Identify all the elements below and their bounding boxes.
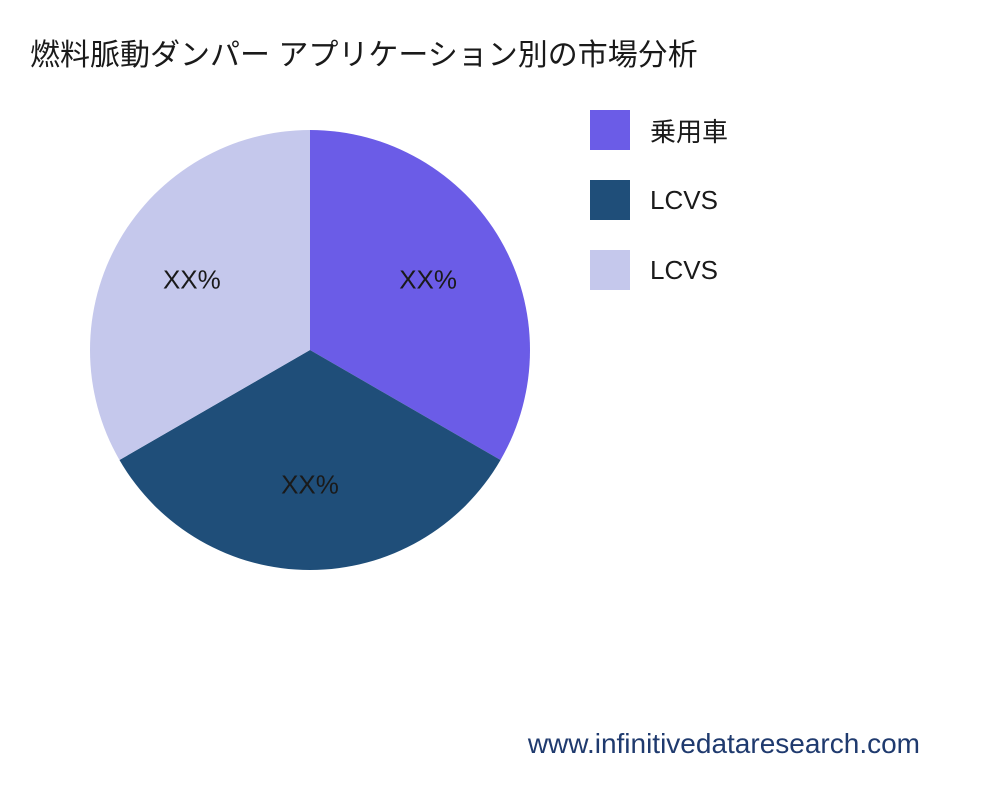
pie-chart: XX% XX% XX% [60,100,560,600]
pie-slice-label-0: XX% [399,265,457,295]
pie-svg: XX% XX% XX% [60,100,560,600]
footer-url: www.infinitivedataresearch.com [528,728,920,760]
legend-item-2: LCVS [590,250,728,290]
legend-label-1: LCVS [650,185,718,216]
legend-swatch-2 [590,250,630,290]
pie-slice-label-1: XX% [281,469,339,499]
pie-slice-label-2: XX% [163,265,221,295]
legend-swatch-1 [590,180,630,220]
legend-label-0: 乗用車 [650,112,728,149]
legend-swatch-0 [590,110,630,150]
legend-label-2: LCVS [650,255,718,286]
legend: 乗用車 LCVS LCVS [590,110,728,320]
chart-title: 燃料脈動ダンパー アプリケーション別の市場分析 [30,30,698,74]
legend-item-0: 乗用車 [590,110,728,150]
legend-item-1: LCVS [590,180,728,220]
